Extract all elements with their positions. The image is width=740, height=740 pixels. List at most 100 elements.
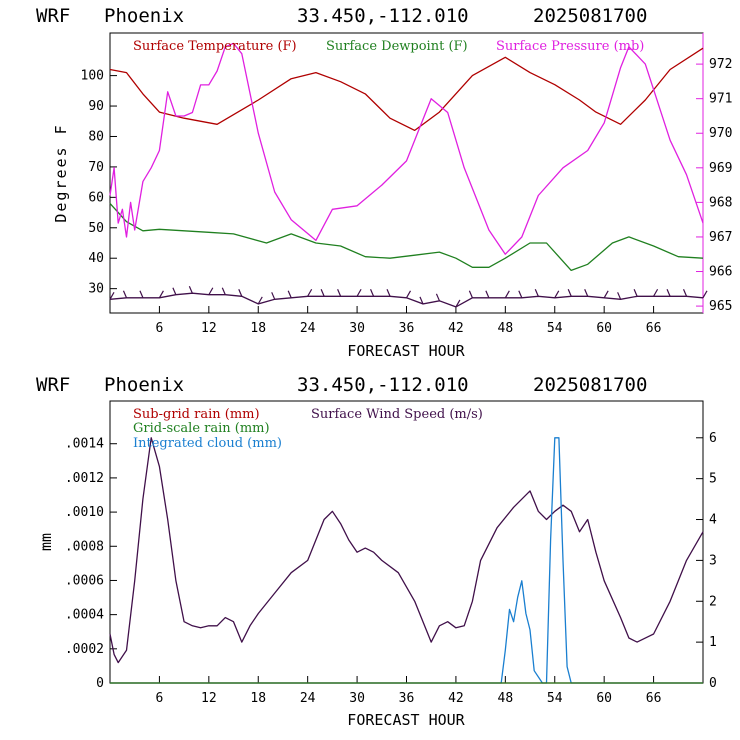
x-axis: 6 12 18 24 30 36 42 48 54 60 66 bbox=[156, 306, 662, 336]
x-tick-label: 48 bbox=[498, 321, 514, 336]
x-tick-label: 12 bbox=[201, 321, 217, 336]
x-tick-label: 60 bbox=[596, 321, 612, 336]
wind-barb bbox=[455, 299, 461, 308]
y-tick-label: .0012 bbox=[65, 471, 104, 486]
x-tick-label: 60 bbox=[596, 691, 612, 706]
y-tick-label: .0014 bbox=[65, 437, 104, 452]
wind-barb bbox=[435, 293, 440, 302]
series-line-surface-wind-speed-m-s bbox=[109, 437, 704, 664]
wind-barb bbox=[307, 288, 313, 297]
y2-tick-label: 969 bbox=[709, 161, 732, 176]
header-run: 2025081700 bbox=[533, 5, 647, 27]
y2-tick-label: 1 bbox=[709, 635, 717, 650]
x-tick-label: 30 bbox=[349, 691, 365, 706]
x-axis: 6 12 18 24 30 36 42 48 54 60 66 bbox=[156, 676, 662, 706]
y-tick-label: 50 bbox=[88, 221, 104, 236]
legend-grid-rain: Grid-scale rain (mm) bbox=[133, 421, 270, 436]
panel2-header: WRF Phoenix 33.450,-112.010 2025081700 bbox=[36, 374, 647, 396]
x-tick-label: 24 bbox=[300, 691, 316, 706]
wind-barb bbox=[109, 292, 115, 300]
y2-tick-label: 968 bbox=[709, 195, 732, 210]
legend-dewpoint: Surface Dewpoint (F) bbox=[326, 39, 468, 54]
y-tick-label: 30 bbox=[88, 282, 104, 297]
header-run: 2025081700 bbox=[533, 374, 647, 396]
y2-tick-label: 2 bbox=[709, 594, 717, 609]
wind-barb bbox=[122, 290, 128, 299]
wind-barb bbox=[320, 289, 325, 297]
legend-pressure: Surface Pressure (mb) bbox=[496, 39, 644, 54]
wind-barb bbox=[584, 289, 589, 297]
wind-barb bbox=[534, 289, 539, 297]
y-tick-label: .0004 bbox=[65, 608, 104, 623]
y2-tick-label: 970 bbox=[709, 126, 732, 141]
legend-subgrid-rain: Sub-grid rain (mm) bbox=[133, 407, 260, 422]
x-axis-label: FORECAST HOUR bbox=[347, 711, 465, 729]
series-line-surface-pressure-mb bbox=[109, 42, 704, 255]
wind-barb bbox=[271, 292, 276, 300]
wind-barb-baseline bbox=[109, 292, 704, 308]
wind-barb bbox=[518, 290, 523, 299]
wind-barb bbox=[356, 288, 362, 297]
x-tick-label: 6 bbox=[156, 691, 164, 706]
x-tick-label: 54 bbox=[547, 321, 563, 336]
wind-barb bbox=[172, 287, 177, 295]
wind-barb bbox=[653, 288, 659, 297]
x-tick-label: 24 bbox=[300, 321, 316, 336]
y2-tick-label: 972 bbox=[709, 57, 732, 72]
wind-barb bbox=[287, 290, 292, 299]
y-tick-label: .0008 bbox=[65, 539, 104, 554]
y-axis-right: 965 966 967 968 969 970 971 972 bbox=[696, 57, 732, 314]
x-tick-label: 42 bbox=[448, 691, 464, 706]
legend-temperature: Surface Temperature (F) bbox=[133, 39, 297, 54]
precipitation-panel: 6 12 18 24 30 36 42 48 54 60 66 .0002.0004.0006.00… bbox=[37, 400, 717, 729]
wind-barb bbox=[666, 289, 671, 297]
wind-barb bbox=[158, 290, 164, 299]
header-location: Phoenix bbox=[104, 374, 184, 396]
y-tick-label: 40 bbox=[88, 251, 104, 266]
y2-tick-label: 3 bbox=[709, 553, 717, 568]
wind-barb bbox=[702, 290, 708, 299]
y2-tick-label: 0 bbox=[709, 676, 717, 691]
legend-integrated-cloud: Integrated cloud (mm) bbox=[133, 436, 282, 451]
x-tick-label: 36 bbox=[399, 321, 415, 336]
panel1-header: WRF Phoenix 33.450,-112.010 2025081700 bbox=[36, 5, 647, 27]
y2-tick-label: 4 bbox=[709, 513, 717, 528]
series-line-integrated-cloud-mm bbox=[110, 437, 703, 684]
wind-barb bbox=[405, 290, 412, 299]
y-tick-label: 100 bbox=[81, 69, 104, 84]
y-axis-left: 30 40 50 60 70 80 90 100 bbox=[81, 69, 117, 297]
y2-tick-label: 965 bbox=[709, 299, 732, 314]
y2-tick-label: 971 bbox=[709, 92, 732, 107]
x-tick-label: 66 bbox=[646, 321, 662, 336]
wind-barb bbox=[419, 296, 424, 305]
wind-barb bbox=[617, 292, 622, 300]
x-tick-label: 54 bbox=[547, 691, 563, 706]
legend-wind-speed: Surface Wind Speed (m/s) bbox=[311, 407, 483, 422]
wind-barb bbox=[208, 287, 214, 296]
wind-barb bbox=[386, 289, 391, 297]
y-tick-label: .0002 bbox=[65, 642, 104, 657]
y-tick-label: 90 bbox=[88, 99, 104, 114]
wind-barb bbox=[567, 289, 572, 297]
y-tick-label: 70 bbox=[88, 160, 104, 175]
y-axis-left: .0002 .0004 .0006 .0008 .0010 .0012 .0014 0 bbox=[65, 437, 117, 691]
wind-barb bbox=[370, 289, 375, 297]
wind-barb bbox=[633, 289, 638, 297]
header-coords: 33.450,-112.010 bbox=[297, 374, 469, 396]
wind-barb bbox=[337, 289, 342, 297]
y2-tick-label: 966 bbox=[709, 265, 732, 280]
x-tick-label: 66 bbox=[646, 691, 662, 706]
header-model: WRF bbox=[36, 5, 70, 27]
wind-barb bbox=[139, 290, 144, 299]
y-axis-label: Degrees F bbox=[52, 123, 70, 222]
x-tick-label: 42 bbox=[448, 321, 464, 336]
y2-tick-label: 6 bbox=[709, 431, 717, 446]
series-group bbox=[109, 437, 704, 684]
header-coords: 33.450,-112.010 bbox=[297, 5, 469, 27]
series-line-surface-temperature-f bbox=[109, 47, 704, 132]
wind-barb bbox=[554, 290, 560, 299]
header-model: WRF bbox=[36, 374, 70, 396]
x-tick-label: 12 bbox=[201, 691, 217, 706]
temperature-panel: 6 12 18 24 30 36 42 48 54 60 66 30405060708090100 … bbox=[52, 32, 732, 360]
